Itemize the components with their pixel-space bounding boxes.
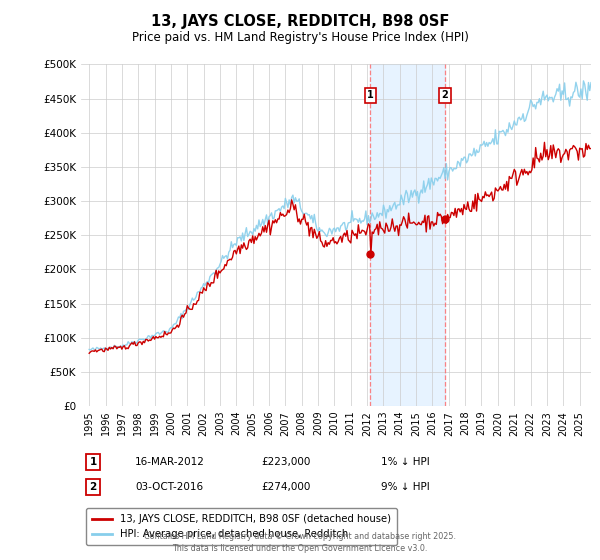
Text: 2: 2 (89, 482, 97, 492)
Text: 03-OCT-2016: 03-OCT-2016 (135, 482, 203, 492)
Text: £223,000: £223,000 (261, 457, 310, 467)
Text: 13, JAYS CLOSE, REDDITCH, B98 0SF: 13, JAYS CLOSE, REDDITCH, B98 0SF (151, 14, 449, 29)
Text: 9% ↓ HPI: 9% ↓ HPI (381, 482, 430, 492)
Text: 2: 2 (442, 90, 448, 100)
Text: 1% ↓ HPI: 1% ↓ HPI (381, 457, 430, 467)
Text: 1: 1 (367, 90, 374, 100)
Text: Price paid vs. HM Land Registry's House Price Index (HPI): Price paid vs. HM Land Registry's House … (131, 31, 469, 44)
Bar (370, 64, 445, 406)
Text: £274,000: £274,000 (261, 482, 310, 492)
Text: 16-MAR-2012: 16-MAR-2012 (135, 457, 205, 467)
Text: 1: 1 (89, 457, 97, 467)
Text: Contains HM Land Registry data © Crown copyright and database right 2025.
This d: Contains HM Land Registry data © Crown c… (144, 533, 456, 553)
Legend: 13, JAYS CLOSE, REDDITCH, B98 0SF (detached house), HPI: Average price, detached: 13, JAYS CLOSE, REDDITCH, B98 0SF (detac… (86, 508, 397, 545)
